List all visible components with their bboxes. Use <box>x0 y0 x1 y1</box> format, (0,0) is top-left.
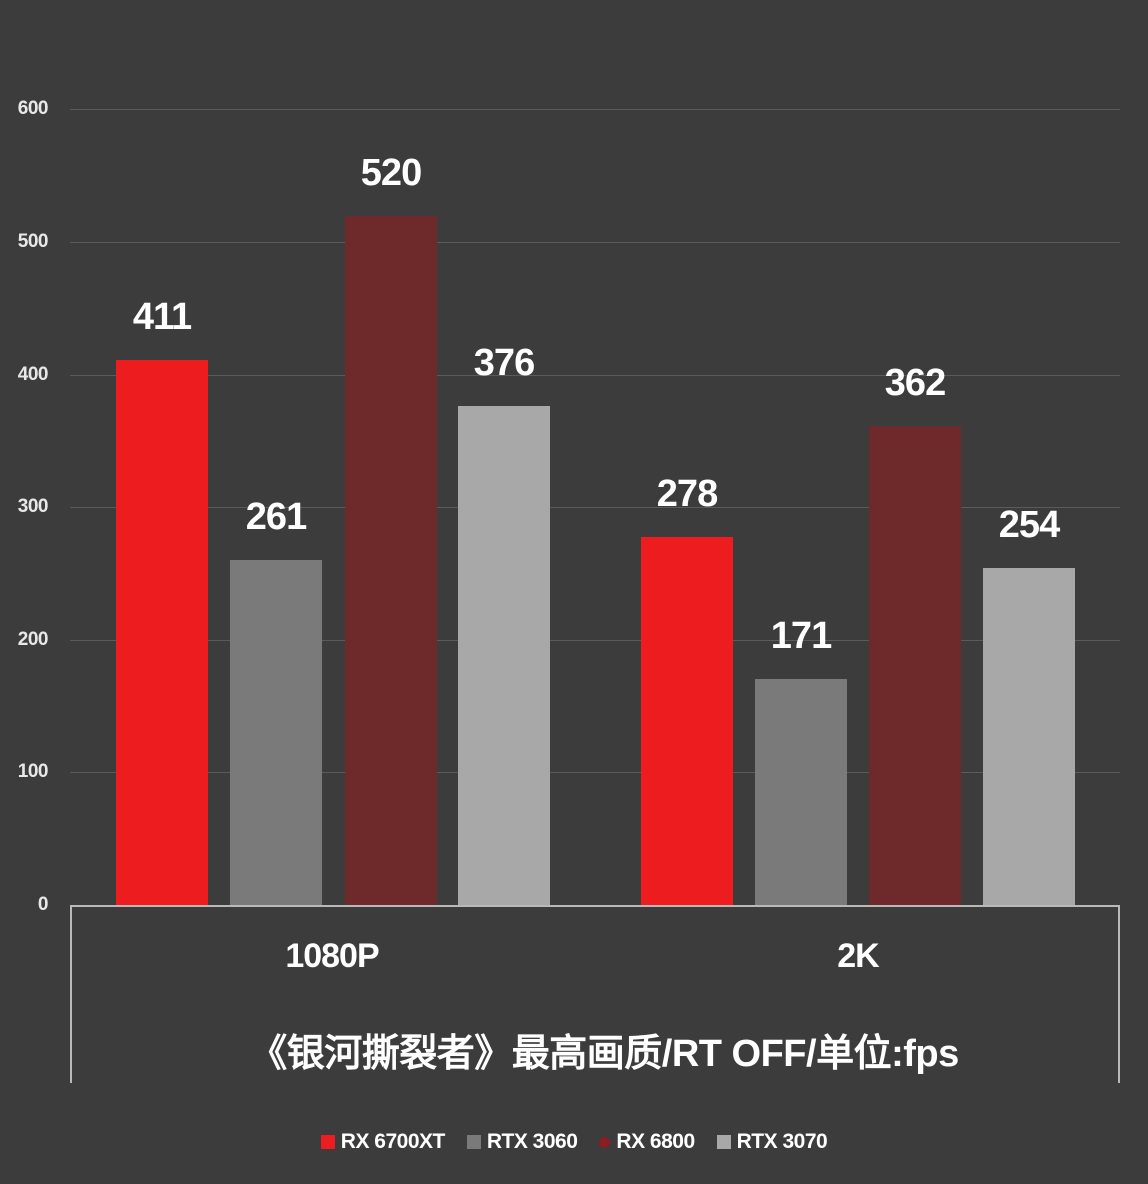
bar-2k-rx6800 <box>869 426 961 905</box>
bar-value-label: 261 <box>245 496 307 538</box>
x-axis-frame <box>70 905 1120 1083</box>
bar-1080p-rtx3060 <box>230 560 322 905</box>
bar-2k-rx6700xt <box>641 537 733 905</box>
legend-item-rx6700xt: RX 6700XT <box>320 1130 446 1154</box>
legend-item-rtx3060: RTX 3060 <box>466 1130 578 1154</box>
bar-value-label: 411 <box>132 296 192 338</box>
bar-value-label: 278 <box>656 473 718 515</box>
bar-1080p-rx6700xt <box>116 360 208 905</box>
gridline-200 <box>70 640 1120 641</box>
y-tick-label: 500 <box>17 231 49 252</box>
bar-1080p-rtx3070 <box>458 406 550 905</box>
legend-swatch-icon <box>320 1135 335 1149</box>
bar-2k-rtx3070 <box>983 568 1075 905</box>
legend-item-rtx3070: RTX 3070 <box>716 1130 828 1154</box>
bar-value-label: 254 <box>998 504 1060 546</box>
legend-swatch-icon <box>599 1136 611 1148</box>
legend-label: RTX 3060 <box>486 1130 578 1153</box>
chart-title: 《银河撕裂者》最高画质/RT OFF/单位:fps <box>249 1033 959 1075</box>
legend-item-rx6800: RX 6800 <box>599 1130 695 1154</box>
bar-2k-rtx3060 <box>755 679 847 905</box>
x-category-label: 1080P <box>285 937 379 975</box>
y-tick-label: 100 <box>17 761 49 782</box>
gridline-500 <box>70 242 1120 243</box>
legend-label: RX 6800 <box>616 1130 695 1153</box>
legend-label: RX 6700XT <box>340 1130 446 1153</box>
bar-value-label: 362 <box>884 362 946 404</box>
gridline-400 <box>70 375 1120 376</box>
y-tick-label: 600 <box>17 98 49 119</box>
gridline-600 <box>70 109 1120 110</box>
bar-value-label: 520 <box>360 152 422 194</box>
y-tick-label: 400 <box>17 364 49 385</box>
x-category-label: 2K <box>837 937 879 975</box>
gridline-300 <box>70 507 1120 508</box>
y-tick-label: 200 <box>17 629 49 650</box>
y-tick-label: 0 <box>37 894 49 915</box>
bar-value-label: 376 <box>473 342 535 384</box>
gridline-100 <box>70 772 1120 773</box>
legend-swatch-icon <box>466 1135 481 1149</box>
bar-1080p-rx6800 <box>345 216 437 905</box>
bar-value-label: 171 <box>770 615 832 657</box>
y-tick-label: 300 <box>17 496 49 517</box>
legend: RX 6700XT RTX 3060 RX 6800 RTX 3070 <box>0 1130 1148 1154</box>
legend-label: RTX 3070 <box>736 1130 828 1153</box>
legend-swatch-icon <box>716 1135 731 1149</box>
